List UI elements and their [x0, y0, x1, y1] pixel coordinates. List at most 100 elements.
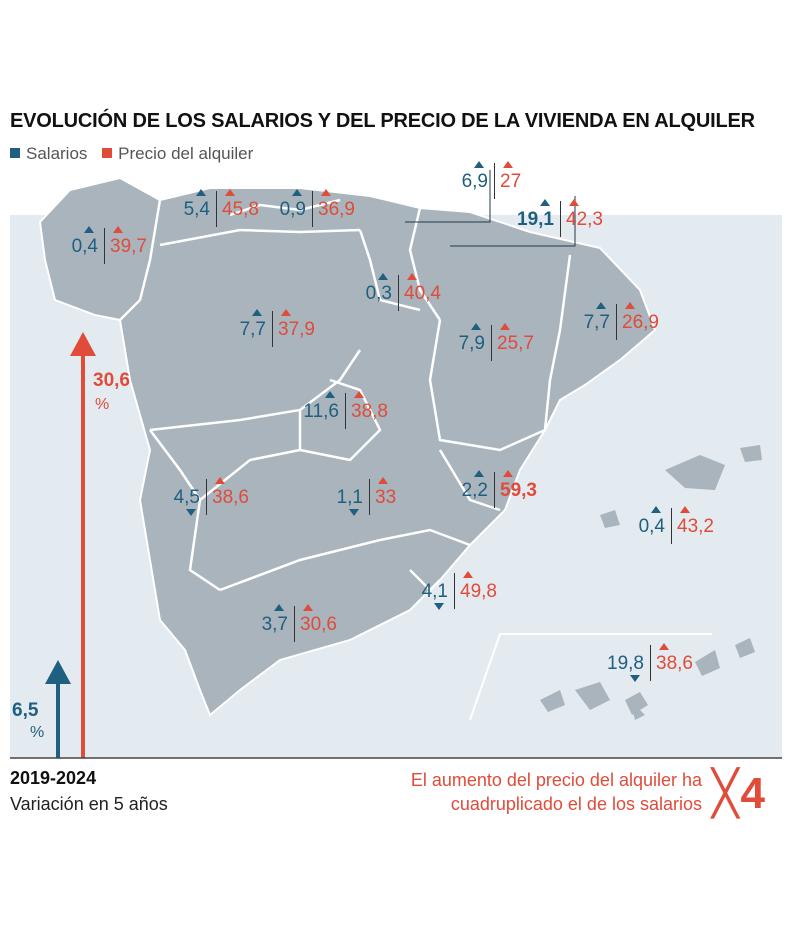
rent-value: 30,6: [300, 614, 337, 635]
divider: [491, 325, 492, 361]
rent-value: 39,7: [110, 236, 147, 257]
salary-value: 0,4: [71, 236, 98, 257]
period-subtitle: Variación en 5 años: [10, 794, 168, 814]
divider: [494, 163, 495, 199]
rent-up-arrow-icon: [503, 161, 513, 168]
canarias-separator: [469, 633, 712, 721]
salary-down-arrow-icon: [630, 675, 640, 682]
rent-up-arrow-icon: [503, 470, 513, 477]
divider: [345, 393, 346, 429]
divider: [104, 228, 105, 264]
rent-up-arrow-icon: [659, 643, 669, 650]
divider: [671, 508, 672, 544]
salary-down-arrow-icon: [186, 509, 196, 516]
legend: Salarios Precio del alquiler: [10, 144, 263, 164]
leader-lines: [405, 170, 576, 247]
divider: [650, 645, 651, 681]
divider: [616, 304, 617, 340]
rent-up-arrow-icon: [569, 199, 579, 206]
national-salary-arrow: [45, 660, 71, 758]
rent-up-arrow-icon: [225, 189, 235, 196]
rent-up-arrow-icon: [113, 226, 123, 233]
conclusion-note: El aumento del precio del alquiler ha cu…: [411, 768, 702, 816]
rent-value: 40,4: [404, 283, 441, 304]
rent-value: 27: [500, 171, 522, 192]
rent-up-arrow-icon: [680, 506, 690, 513]
baleares-islands: [600, 445, 762, 528]
rent-up-arrow-icon: [625, 302, 635, 309]
salary-value: 1,1: [336, 487, 363, 508]
salary-up-arrow-icon: [474, 470, 484, 477]
divider: [369, 479, 370, 515]
divider: [312, 191, 313, 227]
national-salary-value: 6,5: [12, 700, 39, 721]
salary-up-arrow-icon: [540, 199, 550, 206]
salary-up-arrow-icon: [292, 189, 302, 196]
rent-value: 38,6: [656, 653, 693, 674]
salary-up-arrow-icon: [651, 506, 661, 513]
rent-value: 25,7: [497, 333, 534, 354]
divider: [454, 573, 455, 609]
rent-up-arrow-icon: [303, 604, 313, 611]
rent-value: 38,6: [212, 487, 249, 508]
divider: [398, 275, 399, 311]
salary-value: 5,4: [183, 199, 210, 220]
salary-up-arrow-icon: [84, 226, 94, 233]
salary-value: 0,3: [365, 283, 392, 304]
divider: [560, 201, 561, 237]
divider: [494, 472, 495, 508]
rent-value: 59,3: [500, 480, 537, 501]
rent-up-arrow-icon: [354, 391, 364, 398]
note-line-1: El aumento del precio del alquiler ha: [410, 770, 702, 790]
rent-value: 36,9: [318, 199, 355, 220]
rent-up-arrow-icon: [378, 477, 388, 484]
salary-value: 19,1: [517, 209, 554, 230]
salary-up-arrow-icon: [252, 309, 262, 316]
region-borders: [119, 198, 572, 592]
peninsula-land: [38, 176, 657, 717]
salary-up-arrow-icon: [596, 302, 606, 309]
rent-up-arrow-icon: [321, 189, 331, 196]
national-rent-value: 30,6: [93, 370, 130, 391]
salary-up-arrow-icon: [196, 189, 206, 196]
salary-value: 0,9: [279, 199, 306, 220]
national-rent-unit: %: [95, 396, 110, 413]
divider: [294, 606, 295, 642]
rent-up-arrow-icon: [215, 477, 225, 484]
rent-value: 42,3: [566, 209, 603, 230]
legend-rent: Precio del alquiler: [102, 144, 253, 163]
divider: [272, 311, 273, 347]
salary-value: 7,9: [458, 333, 485, 354]
salary-down-arrow-icon: [434, 603, 444, 610]
salary-value: 4,1: [421, 581, 448, 602]
times-icon: ╳: [712, 769, 739, 818]
national-rent-arrow: [70, 332, 96, 758]
salary-up-arrow-icon: [378, 273, 388, 280]
legend-salaries: Salarios: [10, 144, 87, 163]
salary-value: 0,4: [638, 516, 665, 537]
salary-up-arrow-icon: [474, 161, 484, 168]
rent-up-arrow-icon: [500, 323, 510, 330]
salary-value: 4,5: [173, 487, 200, 508]
salary-value: 7,7: [239, 319, 266, 340]
salary-value: 11,6: [303, 401, 339, 422]
multiplier-value: 4: [740, 769, 765, 818]
divider: [216, 191, 217, 227]
national-salary-unit: %: [30, 724, 45, 741]
salary-up-arrow-icon: [471, 323, 481, 330]
salary-value: 7,7: [583, 312, 610, 333]
rent-up-arrow-icon: [407, 273, 417, 280]
chart-title: EVOLUCIÓN DE LOS SALARIOS Y DEL PRECIO D…: [10, 110, 755, 132]
rent-value: 33: [375, 487, 397, 508]
salary-up-arrow-icon: [274, 604, 284, 611]
canarias-islands: [540, 638, 755, 720]
rent-up-arrow-icon: [463, 571, 473, 578]
rent-value: 49,8: [460, 581, 497, 602]
divider: [206, 479, 207, 515]
rent-value: 43,2: [677, 516, 714, 537]
rent-up-arrow-icon: [281, 309, 291, 316]
multiplier: ╳4: [712, 768, 765, 819]
rent-value: 38,8: [351, 401, 388, 422]
rent-value: 37,9: [278, 319, 315, 340]
